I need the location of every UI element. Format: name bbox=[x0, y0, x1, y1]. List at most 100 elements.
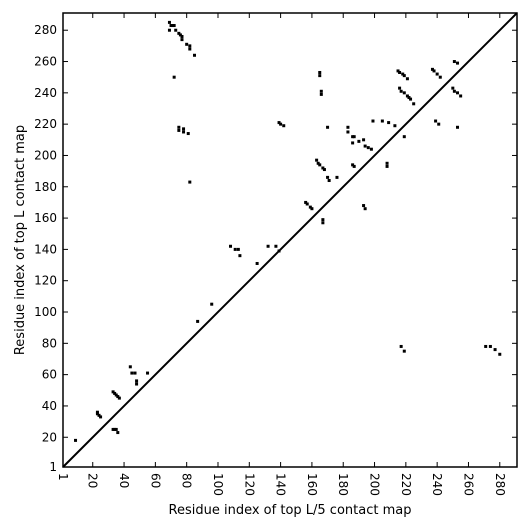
y-tick-label: 260 bbox=[34, 55, 57, 69]
contact-point bbox=[352, 135, 356, 139]
y-tick-label: 40 bbox=[42, 399, 57, 413]
contact-point bbox=[319, 92, 323, 96]
contact-point bbox=[111, 390, 115, 394]
contact-point bbox=[351, 141, 355, 145]
contact-point bbox=[402, 91, 406, 95]
x-axis-label: Residue index of top L/5 contact map bbox=[169, 503, 412, 518]
y-tick-label: 180 bbox=[34, 180, 57, 194]
contact-point bbox=[437, 122, 441, 126]
contact-point bbox=[316, 161, 320, 165]
contact-point bbox=[456, 125, 460, 129]
contact-point bbox=[188, 44, 192, 48]
contact-point bbox=[346, 130, 350, 134]
contact-point bbox=[172, 75, 176, 79]
contact-point bbox=[402, 349, 406, 353]
contact-point bbox=[305, 202, 309, 206]
y-tick-label: 120 bbox=[34, 274, 57, 288]
contact-point bbox=[405, 94, 409, 98]
contact-point bbox=[326, 175, 330, 179]
contact-point bbox=[167, 28, 171, 32]
contact-point bbox=[321, 218, 325, 222]
contact-point bbox=[459, 94, 463, 98]
contact-point bbox=[135, 382, 139, 386]
contact-point bbox=[327, 179, 331, 183]
contact-point bbox=[352, 164, 356, 168]
contact-point bbox=[452, 89, 456, 93]
x-tick-label: 200 bbox=[368, 473, 382, 496]
y-tick-label: 160 bbox=[34, 211, 57, 225]
contact-point bbox=[363, 144, 367, 148]
contact-point bbox=[321, 221, 325, 225]
contact-point bbox=[318, 70, 322, 74]
contact-point bbox=[405, 77, 409, 81]
contact-point bbox=[310, 207, 314, 211]
contact-point bbox=[116, 395, 120, 399]
contact-point bbox=[186, 132, 190, 136]
contact-point bbox=[385, 164, 389, 168]
y-tick-label: 280 bbox=[34, 23, 57, 37]
contact-point bbox=[362, 204, 366, 208]
contact-point bbox=[335, 175, 339, 179]
contact-point bbox=[385, 161, 389, 165]
contact-point bbox=[274, 244, 278, 248]
contact-point bbox=[180, 34, 184, 38]
contact-point bbox=[438, 75, 442, 79]
y-tick-label: 80 bbox=[42, 336, 57, 350]
contact-point bbox=[351, 163, 355, 167]
contact-point bbox=[369, 147, 373, 151]
y-tick-label: 100 bbox=[34, 305, 57, 319]
contact-point bbox=[111, 427, 115, 431]
contact-point bbox=[114, 427, 118, 431]
y-axis-label: Residue index of top L contact map bbox=[13, 125, 28, 355]
contact-point bbox=[387, 121, 391, 125]
x-tick-label: 160 bbox=[305, 473, 319, 496]
contact-point bbox=[193, 53, 197, 57]
contact-point bbox=[318, 163, 322, 167]
contact-point bbox=[255, 261, 259, 265]
x-tick-label: 20 bbox=[86, 473, 100, 488]
contact-point bbox=[113, 391, 117, 395]
contact-point bbox=[402, 74, 406, 78]
contact-point bbox=[97, 413, 101, 417]
contact-point bbox=[130, 371, 134, 375]
contact-point bbox=[169, 24, 173, 28]
x-tick-label: 220 bbox=[399, 473, 413, 496]
contact-point bbox=[116, 431, 120, 435]
contact-point bbox=[180, 38, 184, 42]
contact-point bbox=[188, 47, 192, 51]
x-tick-label: 80 bbox=[180, 473, 194, 488]
y-tick-label: 200 bbox=[34, 148, 57, 162]
contact-point bbox=[178, 33, 182, 37]
y-tick-label: 220 bbox=[34, 117, 57, 131]
x-tick-label: 140 bbox=[274, 473, 288, 496]
x-tick-label: 180 bbox=[336, 473, 350, 496]
contact-point bbox=[319, 89, 323, 93]
x-tick-label: 120 bbox=[242, 473, 256, 496]
y-tick-label: 60 bbox=[42, 368, 57, 382]
contact-point bbox=[434, 119, 438, 123]
contact-point bbox=[357, 139, 361, 143]
x-tick-label: 60 bbox=[148, 473, 162, 488]
contact-point bbox=[488, 344, 492, 348]
contact-point bbox=[315, 158, 319, 162]
contact-point bbox=[188, 180, 192, 184]
contact-point bbox=[346, 125, 350, 129]
contact-point bbox=[236, 247, 240, 251]
contact-point bbox=[238, 254, 242, 258]
contact-point bbox=[229, 244, 233, 248]
contact-point bbox=[371, 119, 375, 123]
contact-point bbox=[282, 124, 286, 128]
contact-point bbox=[99, 415, 103, 419]
contact-point bbox=[363, 207, 367, 211]
contact-point bbox=[266, 244, 270, 248]
contact-point bbox=[407, 96, 411, 100]
contact-point bbox=[498, 352, 502, 356]
contact-point bbox=[233, 247, 237, 251]
contact-point bbox=[432, 69, 436, 73]
contact-point bbox=[74, 438, 78, 442]
y-tick-label: 140 bbox=[34, 242, 57, 256]
contact-point bbox=[171, 24, 175, 28]
contact-point bbox=[402, 135, 406, 139]
contact-point bbox=[133, 371, 137, 375]
contact-point bbox=[321, 166, 325, 170]
